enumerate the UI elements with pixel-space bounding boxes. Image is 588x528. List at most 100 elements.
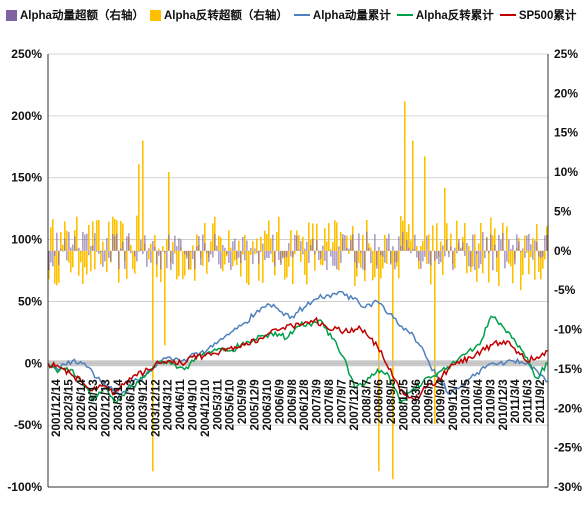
momentum-excess-bar — [254, 248, 256, 251]
momentum-excess-bar — [380, 250, 382, 256]
momentum-excess-bar — [450, 246, 452, 251]
reversal-excess-bar — [192, 245, 194, 251]
momentum-excess-bar — [144, 235, 146, 251]
momentum-excess-bar — [424, 250, 426, 257]
momentum-excess-bar — [272, 234, 274, 251]
momentum-excess-bar — [486, 237, 488, 251]
momentum-excess-bar — [140, 239, 142, 251]
momentum-excess-bar — [442, 245, 444, 251]
momentum-excess-bar — [184, 250, 186, 255]
momentum-excess-bar — [116, 233, 118, 251]
reversal-excess-bar — [142, 140, 144, 251]
momentum-excess-bar — [260, 250, 262, 253]
momentum-excess-bar — [458, 239, 460, 251]
reversal-excess-bar — [298, 235, 300, 251]
momentum-excess-bar — [208, 250, 210, 263]
x-tick-label: 2011/3/4 — [510, 379, 522, 424]
reversal-excess-bar — [244, 235, 246, 251]
x-tick-label: 2009/12/4 — [448, 379, 460, 431]
momentum-excess-bar — [362, 250, 364, 270]
momentum-excess-bar — [402, 231, 404, 251]
left-axis-ticks: 250% 200% 150% 100% 50% 0% -50% -100% — [7, 47, 42, 494]
reversal-excess-bar — [304, 250, 306, 275]
reversal-excess-bar — [466, 250, 468, 274]
momentum-excess-bar — [146, 250, 148, 267]
momentum-excess-bar — [456, 250, 458, 254]
legend-swatch — [293, 14, 310, 16]
reversal-excess-bar — [126, 250, 128, 279]
reversal-excess-bars — [48, 101, 548, 480]
momentum-excess-bar — [118, 250, 120, 270]
x-tick-label: 2002/3/15 — [63, 379, 75, 431]
momentum-excess-bar — [480, 250, 482, 265]
momentum-excess-bar — [114, 235, 116, 251]
momentum-excess-bar — [244, 250, 246, 261]
reversal-excess-bar — [122, 223, 124, 251]
momentum-excess-bar — [524, 250, 526, 258]
momentum-excess-bar — [394, 250, 396, 270]
momentum-excess-bar — [460, 247, 462, 251]
momentum-excess-bar — [356, 250, 358, 269]
reversal-excess-bar — [154, 234, 156, 251]
momentum-excess-bar — [164, 250, 166, 253]
momentum-excess-bar — [66, 250, 68, 261]
momentum-excess-bar — [344, 234, 346, 251]
reversal-excess-bar — [408, 224, 410, 251]
right-tick-label: -15% — [554, 362, 582, 376]
momentum-excess-bar — [180, 239, 182, 251]
momentum-excess-bar — [438, 250, 440, 265]
momentum-excess-bar — [444, 250, 446, 257]
momentum-excess-bar — [510, 249, 512, 251]
momentum-excess-bar — [310, 244, 312, 251]
momentum-excess-bar — [514, 250, 516, 265]
momentum-excess-bar — [352, 234, 354, 251]
momentum-excess-bar — [302, 250, 304, 255]
reversal-excess-bar — [474, 234, 476, 251]
reversal-excess-bar — [90, 250, 92, 272]
momentum-excess-bar — [470, 250, 472, 267]
reversal-excess-bar — [426, 250, 428, 264]
momentum-excess-bar — [512, 244, 514, 251]
reversal-excess-bar — [510, 250, 512, 267]
reversal-excess-bar — [258, 250, 260, 281]
reversal-excess-bar — [360, 250, 362, 268]
reversal-excess-bar — [80, 250, 82, 263]
momentum-excess-bar — [482, 231, 484, 251]
momentum-excess-bar — [248, 250, 250, 252]
reversal-excess-bar — [88, 225, 90, 251]
reversal-excess-bar — [276, 232, 278, 251]
reversal-excess-bar — [540, 250, 542, 280]
legend-label: Alpha反转超额（右轴） — [163, 10, 288, 22]
momentum-excess-bar — [296, 235, 298, 251]
momentum-excess-bar — [204, 243, 206, 251]
momentum-excess-bar — [506, 250, 508, 262]
right-tick-label: 20% — [554, 86, 578, 100]
reversal-excess-bar — [150, 243, 152, 251]
momentum-excess-bar — [502, 233, 504, 251]
reversal-excess-bar — [338, 250, 340, 271]
momentum-excess-bar — [320, 250, 322, 259]
momentum-excess-bar — [274, 250, 276, 267]
x-tick-label: 2009/3/6 — [411, 379, 423, 424]
momentum-excess-bar — [330, 250, 332, 257]
reversal-excess-bar — [332, 242, 334, 251]
legend-swatch — [499, 14, 516, 16]
reversal-excess-bar — [112, 216, 114, 251]
x-tick-label: 2005/3/11 — [212, 379, 224, 430]
momentum-excess-bar — [166, 250, 168, 269]
x-tick-label: 2006/3/10 — [262, 379, 274, 430]
momentum-excess-bar — [104, 250, 106, 262]
reversal-excess-bar — [224, 250, 226, 265]
momentum-excess-bar — [376, 250, 378, 269]
momentum-excess-bar — [496, 250, 498, 258]
momentum-excess-bar — [430, 250, 432, 266]
reversal-excess-bar — [340, 232, 342, 251]
reversal-excess-bar — [424, 156, 426, 251]
momentum-excess-bar — [220, 250, 222, 269]
right-tick-label: 25% — [554, 47, 578, 61]
momentum-excess-bar — [538, 250, 540, 257]
reversal-excess-bar — [204, 222, 206, 251]
reversal-excess-bar — [286, 250, 288, 278]
momentum-excess-bar — [102, 250, 104, 267]
x-tick-label: 2005/9/9 — [237, 379, 249, 424]
